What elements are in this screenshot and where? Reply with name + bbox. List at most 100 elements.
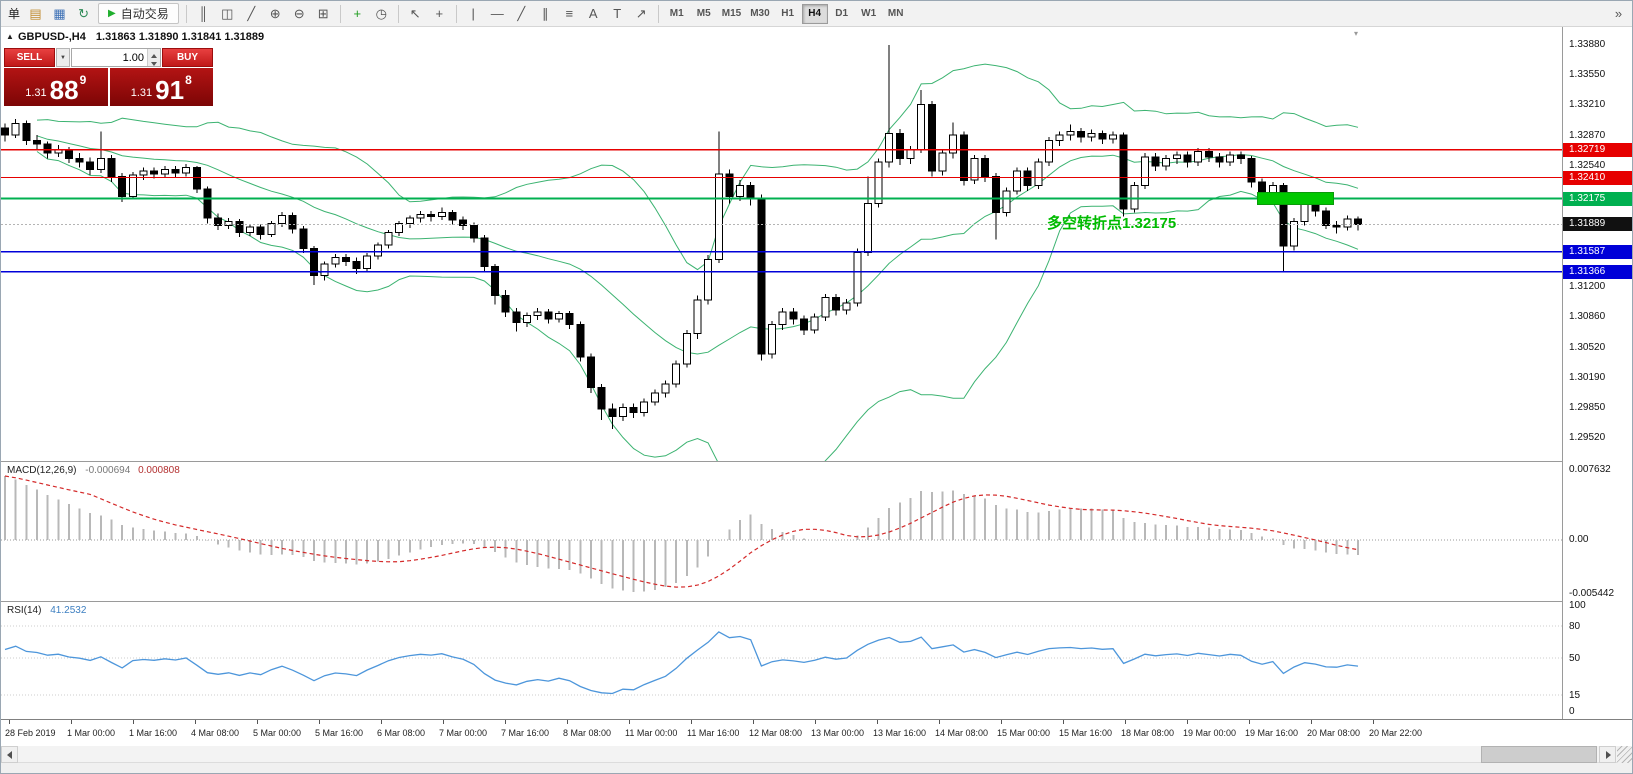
price-label-1.32175: 1.32175: [1563, 192, 1632, 206]
time-label: 11 Mar 16:00: [687, 728, 740, 738]
price-tick: 1.30190: [1569, 372, 1606, 383]
timeframe-h4[interactable]: H4: [801, 3, 828, 24]
tile-windows-icon[interactable]: ⊞: [317, 5, 329, 21]
orders-partial-button[interactable]: 单: [8, 7, 21, 21]
autotrading-label: 自动交易: [120, 7, 169, 21]
panel-separator[interactable]: [1, 601, 1632, 602]
chart-area[interactable]: ▲ GBPUSD-,H4 1.31863 1.31890 1.31841 1.3…: [1, 27, 1632, 746]
rsi-axis-0: 0: [1569, 706, 1575, 717]
panel-separator[interactable]: [1, 461, 1632, 462]
macd-signal-line: [4, 475, 1359, 588]
time-label: 15 Mar 00:00: [997, 728, 1051, 738]
scrollbar-track[interactable]: [1, 746, 1632, 763]
chart-annotation[interactable]: 多空转折点1.32175: [1047, 215, 1177, 232]
price-tick: 1.31200: [1569, 281, 1606, 292]
time-tick: [9, 720, 10, 724]
chart-window-icon[interactable]: ▦: [53, 5, 66, 21]
time-axis[interactable]: 28 Feb 2019 1 Mar 00:00 1 Mar 16:00 4 Mar 0…: [1, 719, 1632, 746]
sell-price-button[interactable]: 1.31 88 9: [4, 68, 108, 106]
new-order-icon[interactable]: ▤: [29, 5, 42, 21]
macd-panel[interactable]: [1, 462, 1562, 600]
channel-icon[interactable]: ∥: [541, 5, 549, 21]
sell-price-big: 88: [49, 75, 79, 105]
time-label: 11 Mar 00:00: [625, 728, 678, 738]
arrows-icon[interactable]: ↗: [635, 5, 647, 21]
horizontal-line-icon[interactable]: —: [490, 6, 504, 21]
time-tick: [1063, 720, 1064, 724]
time-label: 20 Mar 22:00: [1369, 728, 1423, 738]
price-chart[interactable]: [1, 27, 1562, 461]
trendline-icon[interactable]: ╱: [517, 5, 526, 21]
volume-input[interactable]: [72, 49, 147, 66]
macd-axis-zero: 0.00: [1569, 534, 1589, 545]
label-icon[interactable]: T: [613, 6, 622, 21]
fibonacci-icon[interactable]: ≡: [565, 6, 574, 21]
price-label-1.31587: 1.31587: [1563, 245, 1632, 259]
time-label: 1 Mar 00:00: [67, 728, 116, 738]
time-tick: [505, 720, 506, 724]
time-tick: [753, 720, 754, 724]
candlestick-chart-icon[interactable]: ◫: [221, 5, 234, 21]
time-label: 13 Mar 16:00: [873, 728, 927, 738]
toolbar-overflow-icon[interactable]: »: [1614, 6, 1623, 21]
buy-price-button[interactable]: 1.31 91 8: [109, 68, 213, 106]
buy-button[interactable]: BUY: [162, 48, 213, 67]
timeframe-m5[interactable]: M5: [696, 8, 711, 19]
refresh-icon[interactable]: ↻: [78, 5, 89, 21]
price-tick: 1.32870: [1569, 130, 1606, 141]
scroll-left-button[interactable]: [1, 746, 18, 763]
rsi-panel[interactable]: [1, 602, 1562, 718]
scrollbar-thumb[interactable]: [1481, 746, 1597, 763]
time-tick: [629, 720, 630, 724]
macd-axis-bottom: -0.005442: [1569, 588, 1615, 599]
time-label: 7 Mar 16:00: [501, 728, 550, 738]
timeframe-m30[interactable]: M30: [750, 8, 770, 19]
bar-chart-icon[interactable]: ║: [198, 6, 208, 21]
timeframe-mn[interactable]: MN: [887, 8, 904, 19]
zoom-in-icon[interactable]: ⊕: [269, 5, 281, 21]
timeframe-h1[interactable]: H1: [781, 8, 795, 19]
trade-panel-toggle[interactable]: ▲: [6, 32, 14, 41]
volume-dropdown-button[interactable]: ▼: [56, 48, 70, 67]
toolbar-separator: [397, 4, 399, 23]
timeframe-d1[interactable]: D1: [835, 8, 849, 19]
time-label: 5 Mar 16:00: [315, 728, 364, 738]
vertical-line-icon[interactable]: |: [471, 6, 475, 21]
indicators-icon[interactable]: +: [353, 6, 362, 21]
time-tick: [257, 720, 258, 724]
resize-grip-icon[interactable]: [1617, 746, 1632, 763]
volume-up-button[interactable]: [148, 49, 160, 58]
price-axis[interactable]: 1.33880 1.33550 1.33210 1.32870 1.32540 1.312…: [1562, 27, 1632, 719]
time-label: 14 Mar 08:00: [935, 728, 989, 738]
time-tick: [1249, 720, 1250, 724]
one-click-trade-panel: SELL ▼ BUY 1.31 88 9 1.31: [4, 48, 213, 106]
rsi-axis-80: 80: [1569, 621, 1581, 632]
autotrading-button[interactable]: ▶ 自动交易: [98, 3, 179, 24]
left-arrow-icon: [7, 751, 12, 759]
scroll-right-button[interactable]: [1599, 746, 1616, 763]
crosshair-icon[interactable]: +: [435, 6, 444, 21]
sell-button[interactable]: SELL: [4, 48, 55, 67]
rsi-line: [4, 631, 1359, 695]
text-icon[interactable]: A: [588, 6, 598, 21]
time-tick: [195, 720, 196, 724]
right-arrow-icon: [1606, 751, 1611, 759]
volume-down-button[interactable]: [148, 57, 160, 66]
toolbar-separator: [339, 4, 341, 23]
price-tick: 1.33550: [1569, 69, 1606, 80]
time-tick: [1373, 720, 1374, 724]
timeframe-w1[interactable]: W1: [861, 8, 877, 19]
line-chart-icon[interactable]: ╱: [247, 5, 256, 21]
rsi-value: 41.2532: [50, 605, 87, 616]
macd-label: MACD(12,26,9) -0.000694 0.000808: [7, 465, 180, 476]
timeframe-m15[interactable]: M15: [721, 8, 742, 19]
time-tick: [877, 720, 878, 724]
zoom-out-icon[interactable]: ⊖: [293, 5, 305, 21]
volume-field: [71, 48, 161, 67]
cursor-icon[interactable]: ↖: [409, 5, 421, 21]
highlight-rectangle[interactable]: [1257, 192, 1334, 205]
symbol-period-label: GBPUSD-,H4: [18, 31, 86, 43]
ohlc-values: 1.31863 1.31890 1.31841 1.31889: [95, 31, 265, 43]
periods-icon[interactable]: ◷: [375, 5, 387, 21]
timeframe-m1[interactable]: M1: [669, 8, 684, 19]
